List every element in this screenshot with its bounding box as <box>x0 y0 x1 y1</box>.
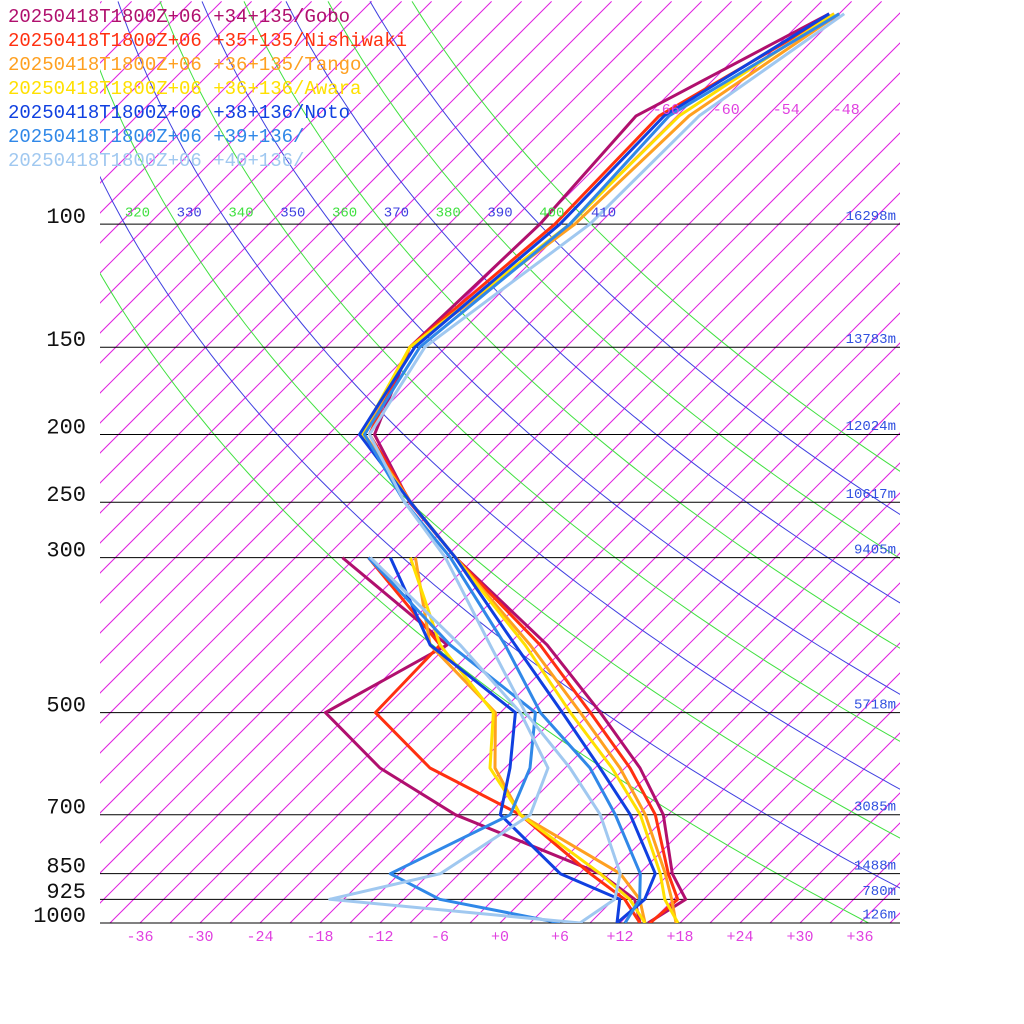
temperature-profile <box>375 14 830 923</box>
temperature-profile <box>365 14 840 923</box>
dry-adiabat <box>370 1 1024 923</box>
x-tick-label: -24 <box>246 929 273 946</box>
isotherm <box>440 1 1024 923</box>
legend-entry: 20250418T1800Z+06 +36+136/Awara <box>8 78 361 100</box>
x-tick-label: +0 <box>491 929 509 946</box>
legend-entry: 20250418T1800Z+06 +40+136/ <box>8 150 304 172</box>
isotherm <box>890 1 1024 923</box>
pressure-label: 250 <box>46 483 86 508</box>
x-tick-label: +36 <box>846 929 873 946</box>
isotherm <box>860 1 1024 923</box>
pressure-label: 1000 <box>33 904 86 929</box>
theta-label: 350 <box>280 206 305 222</box>
isotherm-label: -54 <box>773 102 800 119</box>
isotherm <box>740 1 1024 923</box>
isotherm-label: -60 <box>713 102 740 119</box>
isotherm <box>470 1 1024 923</box>
legend-entry: 20250418T1800Z+06 +39+136/ <box>8 126 304 148</box>
pressure-label: 200 <box>46 415 86 440</box>
height-label: 126m <box>862 908 896 924</box>
legend-entry: 20250418T1800Z+06 +38+136/Noto <box>8 102 350 124</box>
height-label: 10617m <box>846 487 896 503</box>
height-label: 5718m <box>854 697 896 713</box>
theta-label: 340 <box>228 206 253 222</box>
height-label: 13783m <box>846 332 896 348</box>
isotherm <box>320 1 1024 923</box>
theta-label: 330 <box>177 206 202 222</box>
x-tick-label: +6 <box>551 929 569 946</box>
pressure-label: 700 <box>46 796 86 821</box>
isotherm <box>380 1 1024 923</box>
x-tick-label: -30 <box>186 929 213 946</box>
theta-label: 390 <box>487 206 512 222</box>
x-tick-label: +24 <box>726 929 753 946</box>
x-tick-label: -36 <box>126 929 153 946</box>
pressure-label: 150 <box>46 328 86 353</box>
isotherm <box>530 1 1024 923</box>
isotherm <box>830 1 1024 923</box>
x-tick-label: +30 <box>786 929 813 946</box>
legend-entry: 20250418T1800Z+06 +34+135/Gobo <box>8 6 350 28</box>
isotherm-label: -66 <box>653 102 680 119</box>
x-tick-label: +18 <box>666 929 693 946</box>
x-tick-label: +12 <box>606 929 633 946</box>
temperature-profile <box>365 14 840 923</box>
theta-label: 400 <box>539 206 564 222</box>
pressure-label: 100 <box>46 205 86 230</box>
height-label: 9405m <box>854 542 896 558</box>
height-label: 12024m <box>846 419 896 435</box>
pressure-label: 300 <box>46 538 86 563</box>
theta-label: 360 <box>332 206 357 222</box>
isotherm <box>680 1 1024 923</box>
x-tick-label: -6 <box>431 929 449 946</box>
isotherm <box>770 1 1024 923</box>
legend-entry: 20250418T1800Z+06 +36+135/Tango <box>8 54 361 76</box>
theta-label: 410 <box>591 206 616 222</box>
theta-label: 380 <box>436 206 461 222</box>
pressure-label: 925 <box>46 880 86 905</box>
labels: 1000 126m 925 780m 850 1488m 700 3085m 500 5718m 3… <box>8 6 896 946</box>
isotherm-label: -48 <box>833 102 860 119</box>
theta-label: 370 <box>384 206 409 222</box>
theta-label: 320 <box>125 206 150 222</box>
x-tick-label: -12 <box>366 929 393 946</box>
height-label: 1488m <box>854 858 896 874</box>
height-label: 3085m <box>854 799 896 815</box>
height-label: 16298m <box>846 209 896 225</box>
pressure-label: 850 <box>46 854 86 879</box>
height-label: 780m <box>862 884 896 900</box>
isotherm <box>650 1 1024 923</box>
pressure-label: 500 <box>46 693 86 718</box>
legend-entry: 20250418T1800Z+06 +35+135/Nishiwaki <box>8 30 407 52</box>
x-tick-label: -18 <box>306 929 333 946</box>
